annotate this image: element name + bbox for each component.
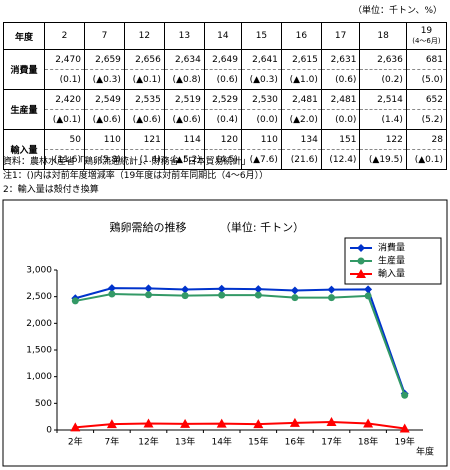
value-row: 消費量 2,470 2,659 2,656 2,634 2,649 2,641 2,615 2,… <box>3 49 448 90</box>
marker <box>364 292 372 300</box>
marker <box>254 285 263 294</box>
marker <box>327 285 336 294</box>
supply-table: 年度 2 7 12 13 14 15 16 17 18 19 (4～6月) 消費量 2,470 2,659 2… <box>3 22 448 170</box>
marker <box>216 418 227 428</box>
chart-subtitle: （単位: 千トン） <box>220 220 304 234</box>
header-text: 12 <box>138 31 151 41</box>
marker <box>291 294 299 302</box>
y-tick-label: 0 <box>46 426 52 436</box>
marker <box>363 418 374 428</box>
header-text: 7 <box>101 31 108 41</box>
header-text: 年度 <box>14 32 33 43</box>
rate-row: (0.1) (▲0.3) (▲0.1) (▲0.8) (0.6) (▲0.3) (▲1.0)… <box>4 69 448 90</box>
marker <box>364 285 373 294</box>
series-line <box>75 293 406 396</box>
marker <box>218 291 226 299</box>
marker <box>180 418 191 428</box>
value-cell: 2,615 <box>280 49 322 70</box>
y-tick-label: 2,500 <box>26 292 52 302</box>
series-line <box>75 420 405 430</box>
marker <box>254 291 262 299</box>
header-text: 14 <box>217 31 229 41</box>
header-text: 13 <box>178 31 191 41</box>
row-label: 消費量 <box>3 49 45 90</box>
rate-row: (11.6) (5.8) (1.4) (▲5.2) (4.5) (▲7.6) (21.6)(… <box>4 149 448 170</box>
note: 資料：農林水産省「鶏卵流通統計」、財務省「日本貿易統計」 <box>3 157 251 167</box>
marker <box>290 286 299 295</box>
rate-cell: (21.6) <box>280 149 322 170</box>
unit-label: （単位：千トン、%） <box>352 6 442 16</box>
note: 2：輸入量は殻付き換算 <box>3 185 99 195</box>
marker <box>181 292 189 300</box>
marker <box>328 294 335 302</box>
y-tick-label: 3,000 <box>26 266 52 276</box>
x-axis-label: 年度 <box>416 446 434 458</box>
x-tick-label: 12年 <box>138 436 158 448</box>
marker <box>144 284 153 293</box>
marker <box>181 285 190 294</box>
marker <box>107 284 116 293</box>
header-text: 2 <box>61 31 68 41</box>
x-tick-label: 15年 <box>248 436 268 448</box>
header-text: 18 <box>377 31 389 41</box>
marker <box>356 269 366 278</box>
row-label: 生産量 <box>3 89 45 130</box>
legend-label: 消費量 <box>378 242 405 254</box>
header-cell: 13 <box>163 22 205 50</box>
x-tick-label: 16年 <box>285 436 305 448</box>
value-cell: 2,514 <box>359 89 407 110</box>
header-row: 年度 2 7 12 13 14 15 16 17 18 19 (4～6月) <box>3 22 448 50</box>
marker <box>401 391 409 399</box>
header-cell: 18 <box>359 22 407 50</box>
note: 注1：()内は対前年度増減率（19年度は対前年同期比（4～6月）） <box>3 171 269 181</box>
x-tick-label: 7年 <box>105 436 120 448</box>
marker <box>71 297 79 305</box>
rate-cell: (▲0.1) <box>405 149 448 170</box>
chart-frame <box>2 199 448 467</box>
x-tick-label: 13年 <box>175 436 195 448</box>
header-sub: (4～6月) <box>412 37 441 45</box>
y-tick-label: 500 <box>35 399 52 409</box>
marker <box>253 419 264 429</box>
header-cell: 16 <box>280 22 322 50</box>
header-text: 17 <box>334 31 347 41</box>
rate-cell: (12.4) <box>320 149 361 170</box>
header-text: 16 <box>295 31 308 41</box>
header-text: 19 <box>420 26 433 36</box>
x-tick-label: 2年 <box>68 436 83 448</box>
marker <box>108 290 116 298</box>
y-tick-label: 2,000 <box>26 319 52 329</box>
marker <box>70 422 81 432</box>
x-tick-label: 19年 <box>394 436 414 448</box>
marker <box>357 244 365 252</box>
legend-label: 輸入量 <box>378 268 405 280</box>
marker <box>106 419 117 429</box>
x-tick-label: 18年 <box>358 436 378 448</box>
marker <box>217 284 226 293</box>
rate-row: (▲0.1) (▲0.6) (▲0.6) (▲0.6) (0.4) (0.0) (▲2.0)… <box>4 109 448 130</box>
marker <box>326 416 337 426</box>
notes: 資料：農林水産省「鶏卵流通統計」、財務省「日本貿易統計」注1：()内は対前年度増… <box>3 155 268 197</box>
legend-label: 生産量 <box>378 255 405 267</box>
x-tick-label: 14年 <box>211 436 231 448</box>
x-tick-label: 17年 <box>321 436 341 448</box>
marker <box>145 291 152 299</box>
marker <box>399 423 410 433</box>
chart-title: 鶏卵需給の推移 <box>110 220 187 234</box>
rate-cell: (4.5) <box>203 149 242 170</box>
series-line <box>75 287 406 395</box>
rate-cell: (▲19.5) <box>359 149 407 170</box>
header-text: 15 <box>255 31 268 41</box>
row-label: 輸入量 <box>3 129 45 170</box>
header-cell: 17 <box>320 22 361 50</box>
y-tick-label: 1,000 <box>26 372 52 382</box>
y-tick-label: 1,500 <box>26 346 52 356</box>
marker <box>357 257 365 265</box>
marker <box>143 418 154 428</box>
rate-cell: (1.4) <box>123 149 165 170</box>
marker <box>289 417 300 427</box>
